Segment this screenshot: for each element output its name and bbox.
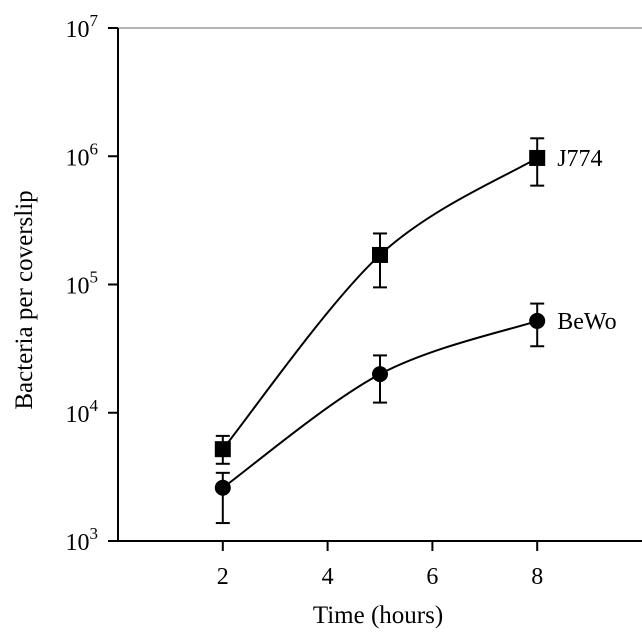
data-point-circle [372,366,388,383]
series-label-j774: J774 [557,146,602,172]
y-tick-label: 107 [66,11,99,43]
series-label-bewo: BeWo [557,309,616,335]
data-point-square [214,441,231,458]
y-tick-label-exponent: 6 [90,139,99,158]
series-bewo: BeWo [214,302,617,525]
y-tick-label-exponent: 4 [90,396,99,415]
x-tick-label: 4 [322,564,334,590]
series-layer: J774 BeWo [214,137,617,525]
y-tick-label-base: 10 [66,17,90,43]
y-tick-label: 106 [66,139,99,171]
x-axis-title: Time (hours) [313,602,443,629]
data-point-square [529,149,546,166]
y-tick-label-base: 10 [66,145,90,171]
y-tick-label-exponent: 3 [90,524,99,543]
data-point-circle [529,312,546,329]
series-line-j774 [222,157,538,450]
series-j774: J774 [214,137,603,465]
y-axis-title: Bacteria per coverslip [11,190,38,409]
series-line-bewo [222,319,538,489]
y-tick-label: 104 [66,396,99,428]
y-tick-label: 103 [66,524,99,556]
x-tick-label: 8 [531,564,543,590]
y-tick-label: 105 [66,268,99,300]
y-tick-label-exponent: 7 [90,11,99,30]
data-point-circle [214,479,231,496]
x-tick-label: 2 [217,564,229,590]
y-tick-label-base: 10 [66,530,90,556]
y-tick-label-base: 10 [66,402,90,428]
y-tick-label-exponent: 5 [90,268,99,287]
data-point-square [372,246,388,263]
x-axis-ticks: 2 4 6 8 [217,541,543,590]
x-tick-label: 6 [426,564,438,590]
y-tick-label-base: 10 [66,274,90,300]
